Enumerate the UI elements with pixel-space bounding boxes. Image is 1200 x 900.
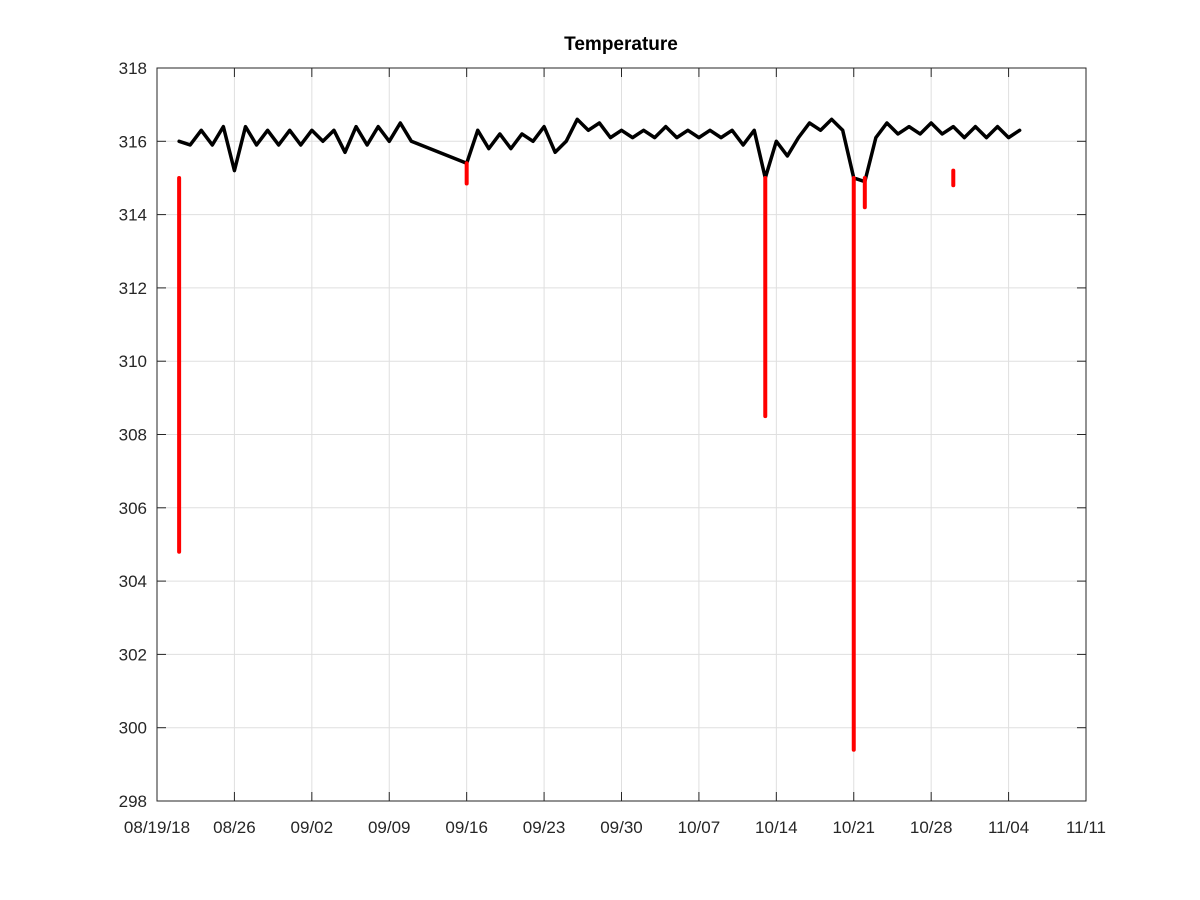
chart-title: Temperature — [564, 34, 678, 55]
x-tick-label: 10/07 — [678, 818, 721, 837]
y-tick-label: 310 — [119, 352, 147, 371]
x-tick-label: 09/09 — [368, 818, 411, 837]
x-tick-label: 11/11 — [1066, 818, 1106, 837]
x-tick-label: 09/30 — [600, 818, 643, 837]
x-tick-label: 10/21 — [832, 818, 875, 837]
x-tick-label: 09/02 — [291, 818, 334, 837]
x-tick-label: 08/26 — [213, 818, 256, 837]
data-line — [177, 161, 956, 752]
x-tick-label: 10/28 — [910, 818, 953, 837]
x-tick-label: 10/14 — [755, 818, 798, 837]
y-tick-label: 314 — [119, 206, 147, 225]
x-tick-label: 11/04 — [988, 818, 1029, 837]
plot-frame — [156, 67, 1087, 802]
y-tick-label: 298 — [119, 792, 147, 811]
y-tick-label: 308 — [119, 426, 147, 445]
x-tick-label: 09/23 — [523, 818, 566, 837]
x-tick-label: 09/16 — [445, 818, 488, 837]
y-tick-label: 318 — [119, 59, 147, 78]
y-tick-label: 312 — [119, 279, 147, 298]
x-tick-label: 08/19/18 — [124, 818, 190, 837]
y-tick-label: 300 — [119, 719, 147, 738]
data-line — [177, 117, 1022, 184]
y-tick-label: 302 — [119, 645, 147, 664]
y-tick-label: 304 — [119, 572, 147, 591]
y-tick-label: 306 — [119, 499, 147, 518]
y-tick-label: 316 — [119, 132, 147, 151]
